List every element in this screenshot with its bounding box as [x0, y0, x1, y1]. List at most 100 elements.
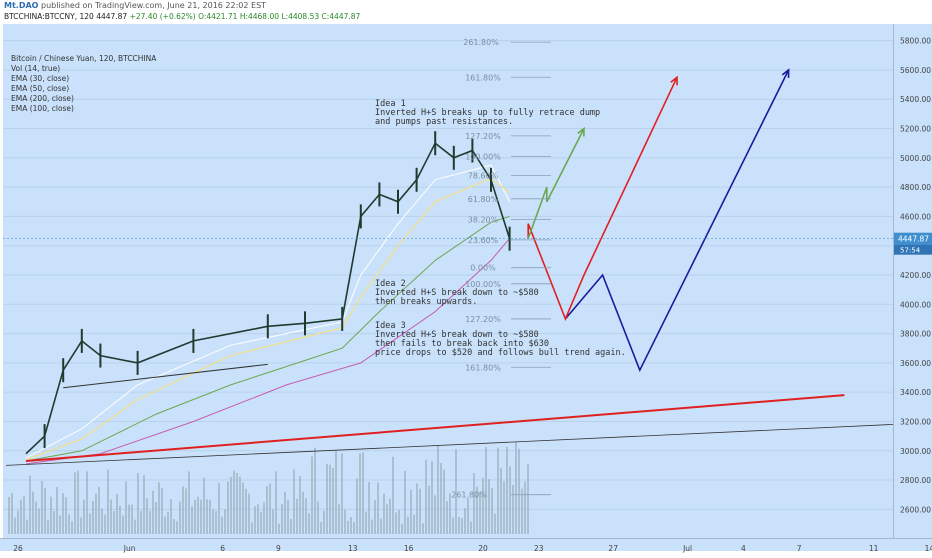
ema200-line: [25, 238, 510, 465]
volume-bar: [314, 447, 316, 534]
volume-bar: [419, 488, 421, 534]
volume-bar: [356, 478, 358, 534]
volume-bar: [152, 490, 154, 534]
volume-bar: [407, 516, 409, 534]
price-tick-label: 2800.00: [900, 476, 931, 485]
volume-bar: [11, 493, 13, 534]
volume-bar: [113, 511, 115, 534]
volume-bar: [158, 482, 160, 534]
idea-title: Idea 2: [375, 279, 406, 289]
idea2-arrow: [527, 76, 678, 322]
volume-bar: [296, 498, 298, 534]
volume-bar: [23, 496, 25, 534]
volume-bar: [17, 510, 19, 534]
volume-bar: [422, 523, 424, 534]
volume-bar: [485, 446, 487, 534]
volume-bar: [353, 522, 355, 534]
fib-label: 127.20%: [465, 315, 501, 324]
volume-bar: [248, 493, 250, 534]
author-link[interactable]: Mt.DAO: [4, 1, 39, 10]
volume-bar: [56, 487, 58, 534]
fib-label: 261.80%: [463, 38, 499, 47]
volume-bar: [233, 470, 235, 534]
price-tick-label: 4600.00: [900, 212, 931, 221]
volume-bar: [392, 456, 394, 534]
volume-bar: [77, 470, 79, 534]
chart-header: Mt.DAO published on TradingView.com, Jun…: [0, 0, 932, 24]
volume-bar: [494, 513, 496, 534]
ema100-line: [25, 215, 510, 462]
volume-bar: [41, 481, 43, 534]
volume-bar: [473, 472, 475, 534]
time-tick-label: 23: [534, 544, 544, 553]
ema30-line: [25, 164, 511, 459]
price-tick-label: 5000.00: [900, 154, 931, 163]
volume-bar: [395, 512, 397, 534]
price-tick-label: 3000.00: [900, 447, 931, 456]
volume-bar: [287, 499, 289, 534]
volume-bar: [374, 500, 376, 534]
volume-bar: [86, 471, 88, 534]
quote-line: BTCCHINA:BTCCNY, 120 4447.87 +27.40 (+0.…: [4, 12, 360, 21]
volume-bar: [341, 453, 343, 534]
volume-bar: [179, 501, 181, 534]
volume-bar: [365, 511, 367, 534]
fib-label: 161.80%: [465, 73, 501, 82]
chart-pane[interactable]: 161.80% 127.20% 100.00% 78.60% 61.80% 38.20% 2…: [3, 24, 929, 538]
volume-bar: [284, 491, 286, 534]
price-axis[interactable]: 2600.00 2800.00 3000.00 3200.00 3400.00 3600.…: [893, 24, 932, 538]
volume-bar: [329, 464, 331, 534]
volume-bar: [521, 488, 523, 534]
time-axis[interactable]: 26 Jun 6 9 13 16 20 23 27 Jul 4 7 11 14: [0, 538, 932, 553]
volume-bar: [344, 509, 346, 534]
volume-bar: [167, 511, 169, 534]
volume-bar: [221, 516, 223, 534]
price-chart[interactable]: 161.80% 127.20% 100.00% 78.60% 61.80% 38.20% 2…: [3, 24, 929, 538]
volume-bar: [95, 493, 97, 534]
time-tick-label: 27: [608, 544, 618, 553]
volume-bar: [506, 446, 508, 534]
time-tick-label: 26: [13, 544, 23, 553]
time-tick-label: 6: [220, 544, 225, 553]
volume-bar: [503, 481, 505, 534]
volume-bar: [461, 518, 463, 534]
volume-bar: [176, 521, 178, 534]
idea1-arrow: [527, 128, 585, 239]
volume-bar: [155, 501, 157, 534]
volume-bar: [347, 520, 349, 534]
fib-label: 261.80%: [451, 491, 487, 500]
volume-bar: [104, 514, 106, 534]
volume-bar: [212, 509, 214, 534]
volume-bar: [185, 488, 187, 534]
legend-ema30: EMA (30, close): [11, 74, 70, 83]
volume-bar: [305, 498, 307, 534]
last-price-tag: [894, 232, 932, 245]
volume-bar: [431, 461, 433, 534]
volume-bar: [230, 476, 232, 534]
fib-label: 0.00%: [470, 264, 496, 273]
idea-text-line: Inverted H+S break down to ~$580: [375, 330, 539, 340]
volume-bar: [377, 482, 379, 534]
volume-bar: [134, 519, 136, 534]
volume-bar: [116, 493, 118, 534]
volume-bar: [194, 499, 196, 534]
volume-bar: [317, 501, 319, 534]
price-tick-label: 3200.00: [900, 417, 931, 426]
volume-bar: [467, 498, 469, 534]
volume-bar: [518, 448, 520, 534]
volume-bar: [239, 476, 241, 534]
volume-bar: [293, 469, 295, 534]
time-tick-label: 4: [741, 544, 746, 553]
volume-bar: [359, 453, 361, 534]
time-tick-label: 9: [276, 544, 281, 553]
volume-bar: [368, 482, 370, 534]
time-tick-label: 11: [869, 544, 879, 553]
volume-bar: [170, 499, 172, 534]
volume-bar: [491, 488, 493, 534]
price-tick-label: 4000.00: [900, 300, 931, 309]
low-value: L:4408.53: [281, 12, 320, 21]
red-trendline: [25, 394, 845, 463]
price-tick-label: 3600.00: [900, 359, 931, 368]
volume-bar: [50, 496, 52, 534]
